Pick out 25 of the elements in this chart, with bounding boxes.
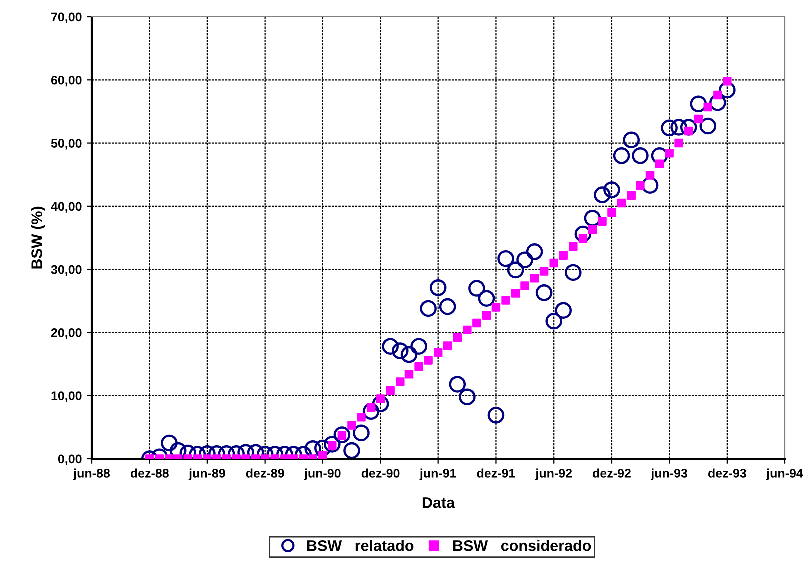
- x-tick-label: dez-93: [708, 468, 746, 478]
- y-tick-label: 0,00: [58, 454, 82, 466]
- x-tick-label: jun-91: [420, 468, 456, 480]
- legend-label: BSW relatado: [308, 540, 414, 552]
- x-axis-title: Data: [422, 498, 456, 508]
- y-tick-label: 60,00: [51, 76, 82, 87]
- x-tick-label: jun-92: [536, 468, 572, 480]
- legend-label: BSW considerado: [454, 540, 592, 552]
- y-tick-label: 30,00: [51, 265, 82, 276]
- y-tick-label: 40,00: [51, 202, 82, 213]
- y-tick-label: 20,00: [51, 328, 82, 340]
- x-tick-label: jun-94: [766, 468, 804, 480]
- x-tick-label: dez-91: [477, 468, 516, 478]
- x-tick-label: jun-88: [73, 468, 110, 480]
- x-tick-label: dez-90: [362, 468, 400, 478]
- x-tick-label: jun-90: [304, 468, 341, 480]
- x-tick-label: dez-92: [593, 468, 631, 478]
- x-tick-label: dez-89: [246, 468, 284, 478]
- x-tick-label: jun-89: [188, 468, 226, 480]
- x-tick-label: dez-88: [130, 468, 169, 478]
- y-tick-label: 50,00: [51, 139, 82, 150]
- y-tick-label: 70,00: [52, 12, 82, 24]
- x-tick-label: jun-93: [650, 468, 688, 480]
- y-tick-label: 10,00: [52, 392, 82, 402]
- y-axis-title: BSW (%): [31, 206, 46, 269]
